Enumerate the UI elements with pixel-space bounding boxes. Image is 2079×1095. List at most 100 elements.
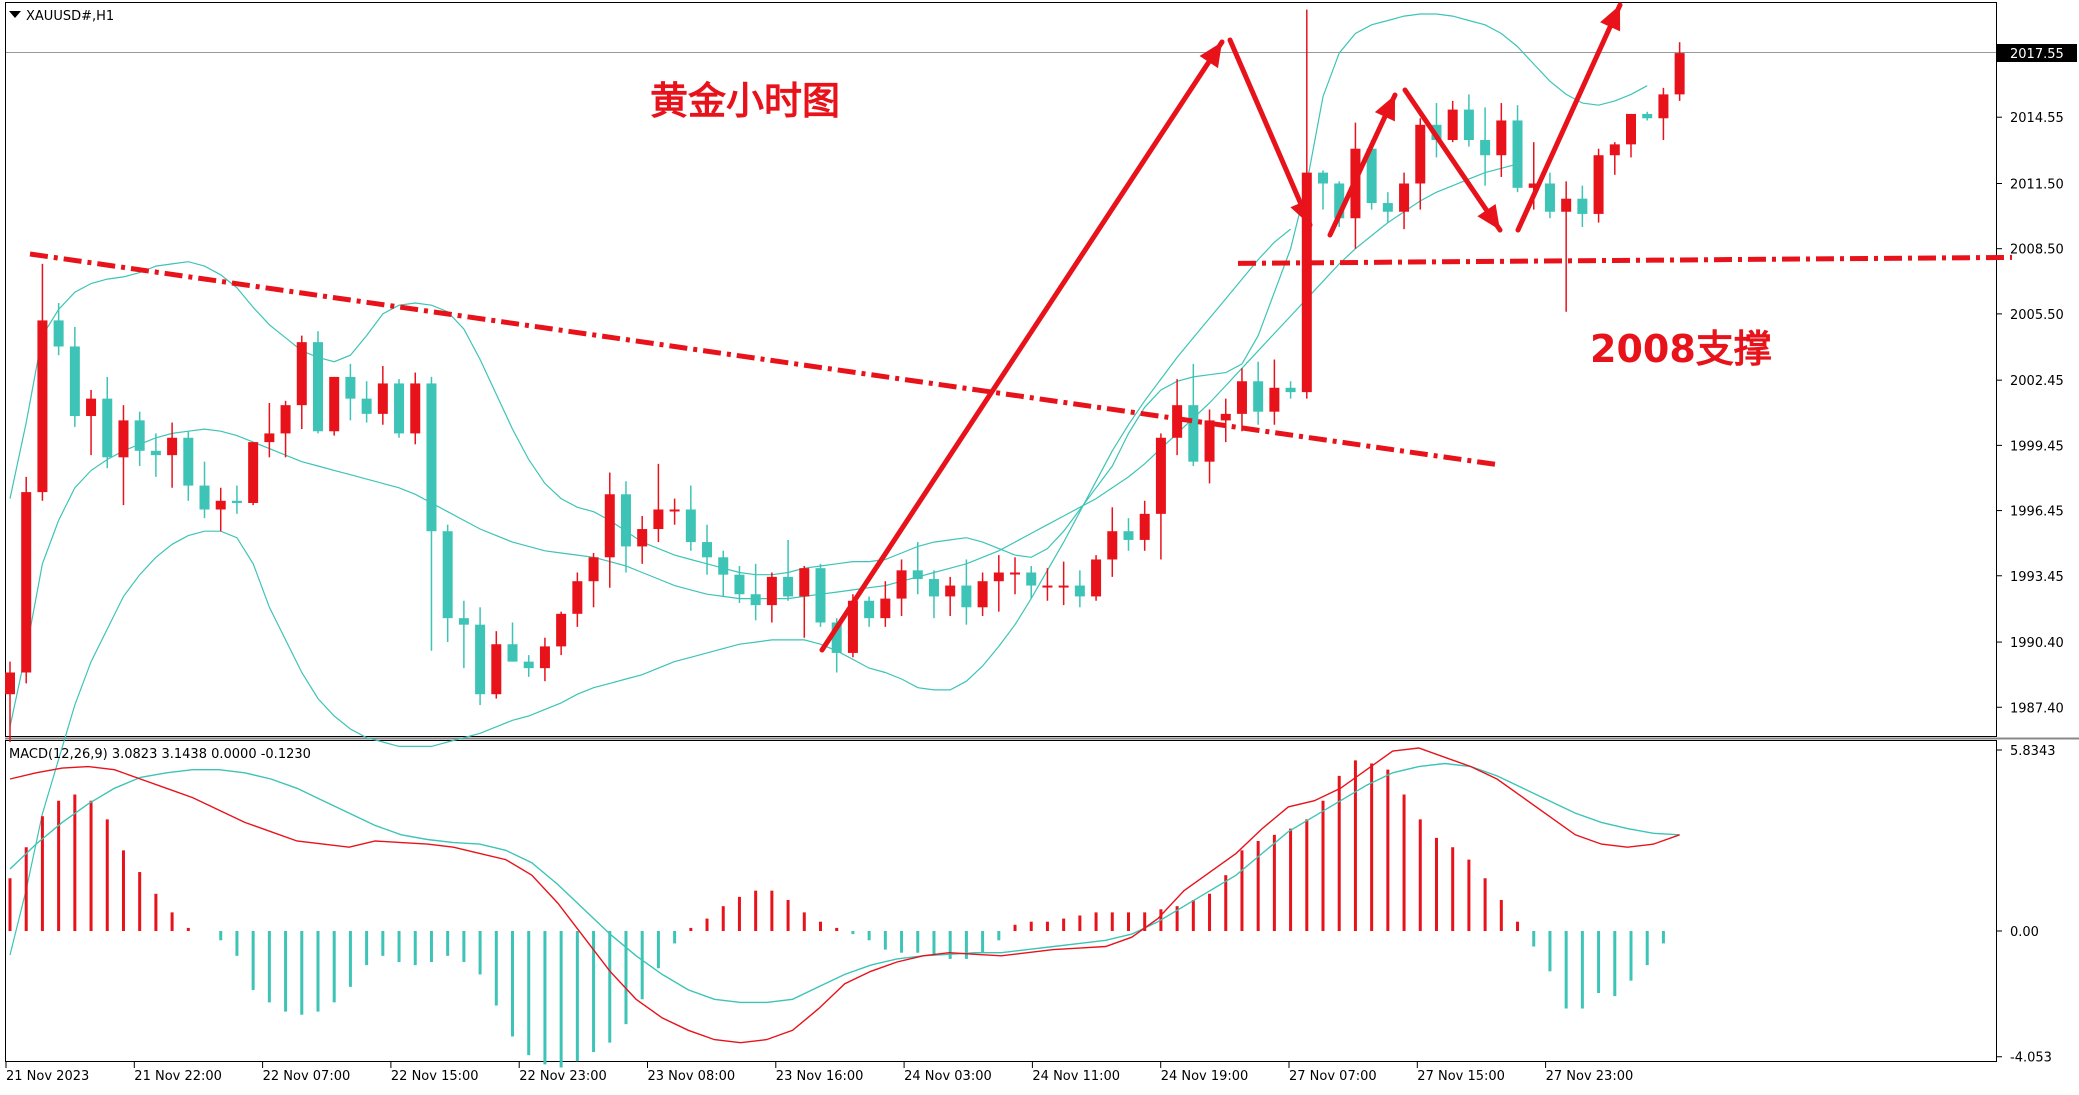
trend-arrow <box>1227 37 1313 228</box>
candle <box>1253 361 1264 425</box>
candle-body <box>377 383 388 414</box>
candle <box>1220 398 1231 443</box>
candle-body <box>5 672 15 695</box>
candle <box>1658 87 1669 141</box>
trend-arrow-head <box>1290 198 1311 225</box>
trend-arrow-head <box>1199 42 1222 69</box>
candle <box>799 565 810 638</box>
candle <box>280 400 291 458</box>
candle <box>410 372 421 445</box>
candle-body <box>37 320 48 493</box>
candle-body <box>1674 53 1685 95</box>
macd-tick-label: 0.00 <box>2010 925 2039 940</box>
trend-arrow <box>1515 2 1623 233</box>
candle <box>442 524 453 643</box>
candle-body <box>783 576 794 597</box>
candle-body <box>1593 155 1604 214</box>
price-tick-label: 1987.40 <box>2010 701 2064 716</box>
candle-body <box>1415 124 1426 184</box>
candle-body <box>750 594 761 606</box>
candle-body <box>329 376 340 432</box>
price-tick-label: 2005.50 <box>2010 308 2064 323</box>
price-tick-label: 2008.50 <box>2010 243 2064 258</box>
macd-indicator <box>8 747 1680 1068</box>
candle <box>604 472 615 588</box>
candle-body <box>1528 183 1539 188</box>
candle <box>1512 105 1523 193</box>
candle-body <box>442 531 453 619</box>
candle <box>1010 557 1021 595</box>
candle-body <box>231 500 242 503</box>
candle-body <box>1204 420 1215 462</box>
bollinger-middle-band <box>9 163 1518 727</box>
candle <box>880 581 891 627</box>
candle <box>264 402 275 458</box>
candle-body <box>215 500 226 510</box>
candle <box>783 539 794 601</box>
candle <box>734 565 745 603</box>
symbol-menu-icon[interactable] <box>9 11 21 18</box>
candle-body <box>1139 513 1150 540</box>
trend-arrow-shaft <box>819 39 1225 653</box>
trend-arrow-shaft <box>1402 87 1503 233</box>
candle <box>345 363 356 421</box>
candle <box>1139 500 1150 551</box>
trend-arrow-head <box>1600 5 1621 32</box>
candle-body <box>1010 572 1021 575</box>
candle <box>993 555 1004 612</box>
time-tick-label: 27 Nov 15:00 <box>1417 1069 1505 1084</box>
candle-body <box>1382 203 1393 212</box>
candle-body <box>912 570 923 580</box>
candle-body <box>280 405 291 434</box>
candle <box>1318 170 1329 210</box>
bollinger-bands <box>9 13 1648 956</box>
candle-body <box>847 600 858 653</box>
candle-body <box>945 585 956 597</box>
time-tick-label: 27 Nov 07:00 <box>1289 1069 1377 1084</box>
candle <box>1382 192 1393 223</box>
candle <box>523 655 534 677</box>
candle-body <box>167 437 178 456</box>
main-chart-frame <box>5 2 1997 737</box>
candle <box>928 570 939 619</box>
candle <box>1026 565 1037 599</box>
candle-body <box>1480 140 1491 156</box>
candle-body <box>1301 172 1312 393</box>
candle <box>1674 42 1685 101</box>
candle-body <box>880 598 891 619</box>
time-tick-label: 21 Nov 22:00 <box>134 1069 222 1084</box>
candle <box>1236 368 1247 432</box>
candle <box>37 263 48 501</box>
candle-body <box>1626 113 1636 145</box>
candle <box>475 607 486 706</box>
candle-body <box>961 585 972 608</box>
candle <box>1399 172 1410 230</box>
candle <box>572 572 583 627</box>
trend-arrow <box>1402 87 1503 233</box>
candle <box>1626 113 1636 158</box>
candle <box>1155 433 1166 560</box>
candle <box>394 379 405 438</box>
candle-body <box>248 442 259 503</box>
price-tick-label: 1999.45 <box>2010 439 2064 454</box>
candle-body <box>1334 183 1345 219</box>
candle-body <box>1123 531 1134 540</box>
candle-body <box>734 574 745 595</box>
candle-body <box>410 383 421 434</box>
candle-body <box>1285 387 1296 393</box>
candle <box>118 405 129 506</box>
macd-signal-line <box>9 762 1680 1004</box>
candle-body <box>685 509 696 543</box>
candle-body <box>702 542 713 558</box>
candle-body <box>1609 144 1620 156</box>
candle-body <box>1642 113 1653 119</box>
candle <box>1415 118 1426 210</box>
descending-resistance-line <box>29 251 1501 468</box>
candle-body <box>1058 585 1069 588</box>
candle <box>5 661 15 743</box>
candle-body <box>264 433 275 443</box>
candle <box>377 366 388 425</box>
candle-body <box>539 646 550 669</box>
candle <box>1285 381 1296 399</box>
